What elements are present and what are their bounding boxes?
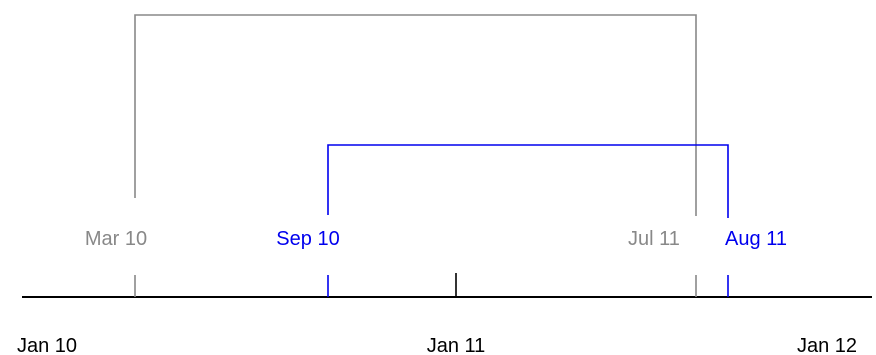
span-mar10-jul11: Mar 10 Jul 11: [85, 14, 697, 297]
span-start-label: Sep 10: [276, 228, 339, 250]
span-bracket: [134, 14, 697, 216]
span-sep10-aug11: Sep 10 Aug 11: [276, 144, 787, 297]
axis-tick-label-jan-12: Jan 12: [797, 335, 857, 355]
span-end-label: Aug 11: [725, 228, 787, 250]
axis-tick-label-jan-10: Jan 10: [17, 335, 77, 355]
span-end-label: Jul 11: [628, 228, 680, 250]
axis-tick-label-jan-11: Jan 11: [427, 335, 486, 355]
span-start-label: Mar 10: [85, 228, 147, 250]
span-bracket: [327, 144, 729, 218]
